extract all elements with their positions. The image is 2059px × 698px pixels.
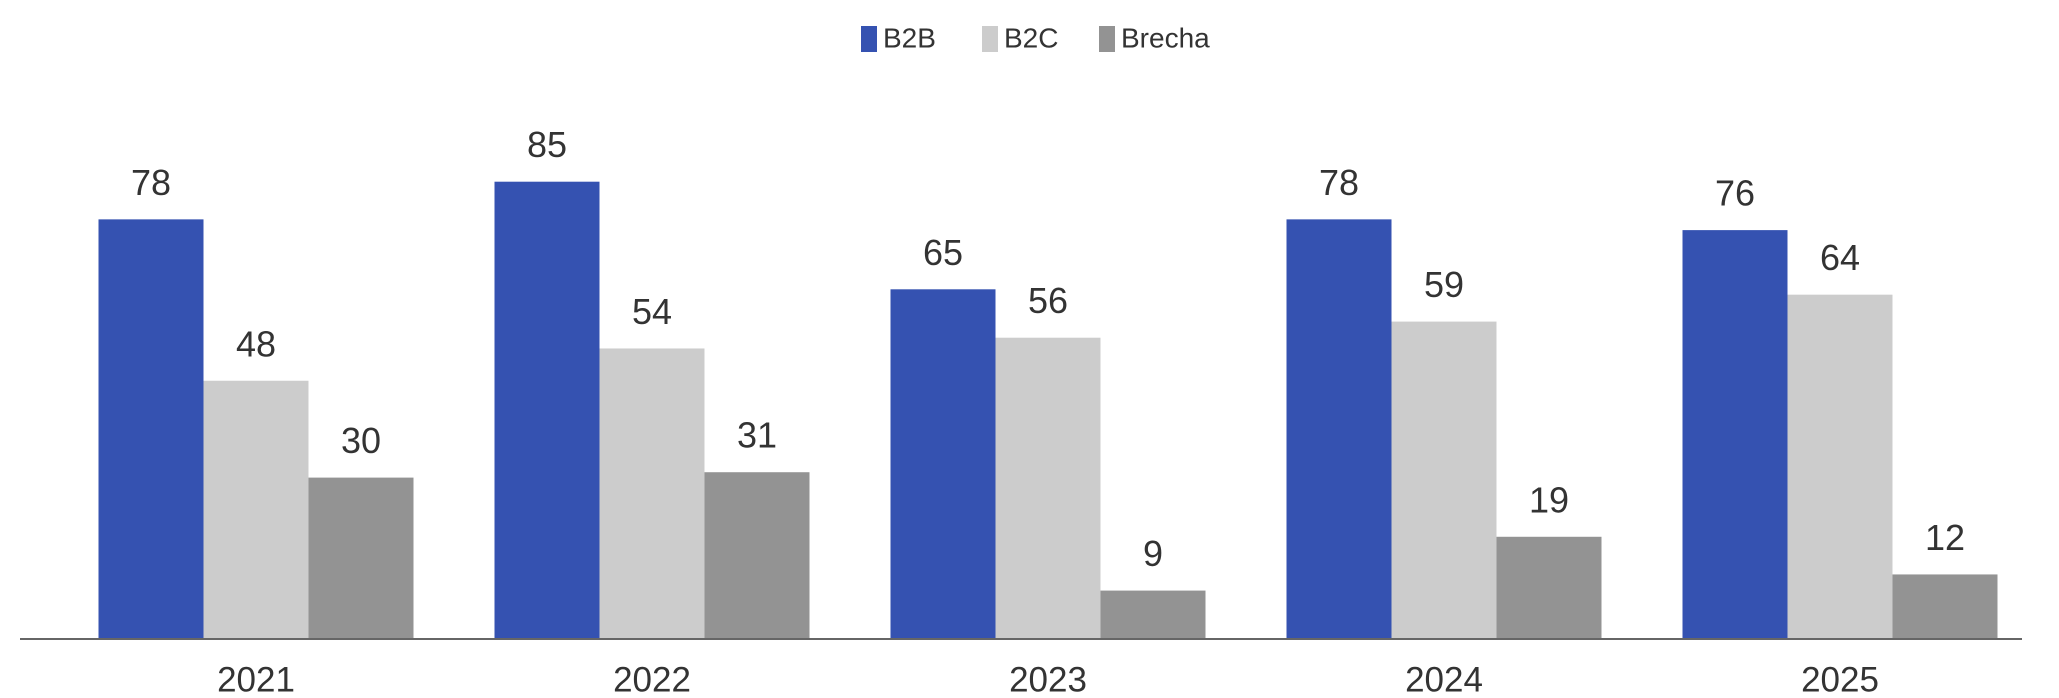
value-label: 48 <box>236 323 276 364</box>
bar <box>599 348 705 639</box>
bar <box>308 477 414 639</box>
x-tick-label: 2022 <box>613 660 691 698</box>
bar <box>995 337 1101 639</box>
legend-swatch <box>982 26 998 52</box>
bar <box>98 219 204 640</box>
bar <box>1682 230 1788 639</box>
bar <box>1100 590 1206 639</box>
legend-label: B2B <box>883 22 936 53</box>
x-tick-label: 2021 <box>217 660 295 698</box>
value-label: 12 <box>1925 517 1965 558</box>
value-label: 54 <box>632 291 672 332</box>
x-tick-label: 2023 <box>1009 660 1087 698</box>
value-label: 64 <box>1820 237 1860 278</box>
bar <box>1496 536 1602 639</box>
value-label: 30 <box>341 420 381 461</box>
value-label: 19 <box>1529 479 1569 520</box>
bar <box>890 289 996 639</box>
value-label: 59 <box>1424 264 1464 305</box>
value-label: 65 <box>923 232 963 273</box>
legend-swatch <box>1099 26 1115 52</box>
value-label: 85 <box>527 124 567 165</box>
bar <box>1892 574 1998 639</box>
value-label: 9 <box>1143 533 1163 574</box>
legend-swatch <box>861 26 877 52</box>
bar <box>1391 321 1497 639</box>
value-label: 78 <box>1319 162 1359 203</box>
bar <box>1787 294 1893 639</box>
bar <box>203 380 309 639</box>
bar <box>1286 219 1392 640</box>
legend-label: B2C <box>1004 22 1058 53</box>
bar <box>494 181 600 639</box>
value-label: 31 <box>737 415 777 456</box>
value-label: 56 <box>1028 280 1068 321</box>
bar <box>704 472 810 639</box>
x-tick-label: 2024 <box>1405 660 1483 698</box>
x-tick-label: 2025 <box>1801 660 1879 698</box>
value-label: 78 <box>131 162 171 203</box>
legend-label: Brecha <box>1121 22 1210 53</box>
value-label: 76 <box>1715 173 1755 214</box>
